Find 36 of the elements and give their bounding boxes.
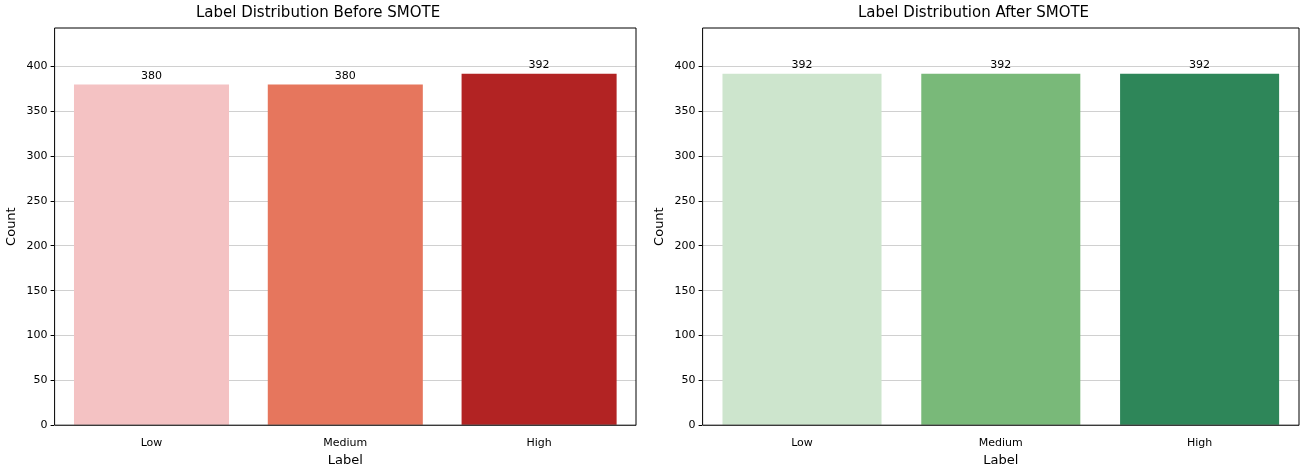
data-label: 380 <box>141 68 162 82</box>
y-tick-label: 150 <box>674 283 696 297</box>
y-tick-label: 50 <box>681 373 696 387</box>
y-tick-label: 0 <box>688 418 696 432</box>
y-axis-title: Count <box>3 207 19 246</box>
y-axis-title: Count <box>651 207 667 246</box>
chart-title: Label Distribution After SMOTE <box>857 2 1090 21</box>
y-tick-label: 400 <box>26 59 48 73</box>
y-tick-label: 100 <box>26 328 48 342</box>
y-tick-label: 150 <box>26 283 48 297</box>
x-tick-label: Low <box>791 435 813 449</box>
x-tick-label: Medium <box>323 435 368 449</box>
x-tick-label: High <box>526 435 552 449</box>
y-tick-label: 350 <box>26 104 48 118</box>
data-label: 380 <box>334 68 356 82</box>
y-tick-label: 250 <box>674 193 696 207</box>
y-tick-label: 100 <box>674 328 696 342</box>
y-tick-label: 0 <box>40 418 48 432</box>
y-tick-label: 300 <box>674 149 696 163</box>
data-label: 392 <box>528 58 550 72</box>
data-label: 392 <box>791 58 813 72</box>
y-tick-label: 200 <box>674 238 696 252</box>
data-label: 392 <box>990 58 1012 72</box>
y-tick-label: 200 <box>26 238 48 252</box>
x-tick-label: Low <box>140 435 163 449</box>
x-axis-title: Label <box>983 451 1019 467</box>
y-tick-label: 300 <box>26 149 48 163</box>
x-tick-label: High <box>1186 435 1213 449</box>
y-tick-label: 400 <box>674 59 696 73</box>
y-tick-label: 50 <box>33 373 48 387</box>
chart-title: Label Distribution Before SMOTE <box>195 2 441 21</box>
y-tick-label: 350 <box>674 104 696 118</box>
y-tick-label: 250 <box>26 193 48 207</box>
x-axis-title: Label <box>327 451 363 467</box>
data-label: 392 <box>1189 58 1211 72</box>
x-tick-label: Medium <box>978 435 1023 449</box>
